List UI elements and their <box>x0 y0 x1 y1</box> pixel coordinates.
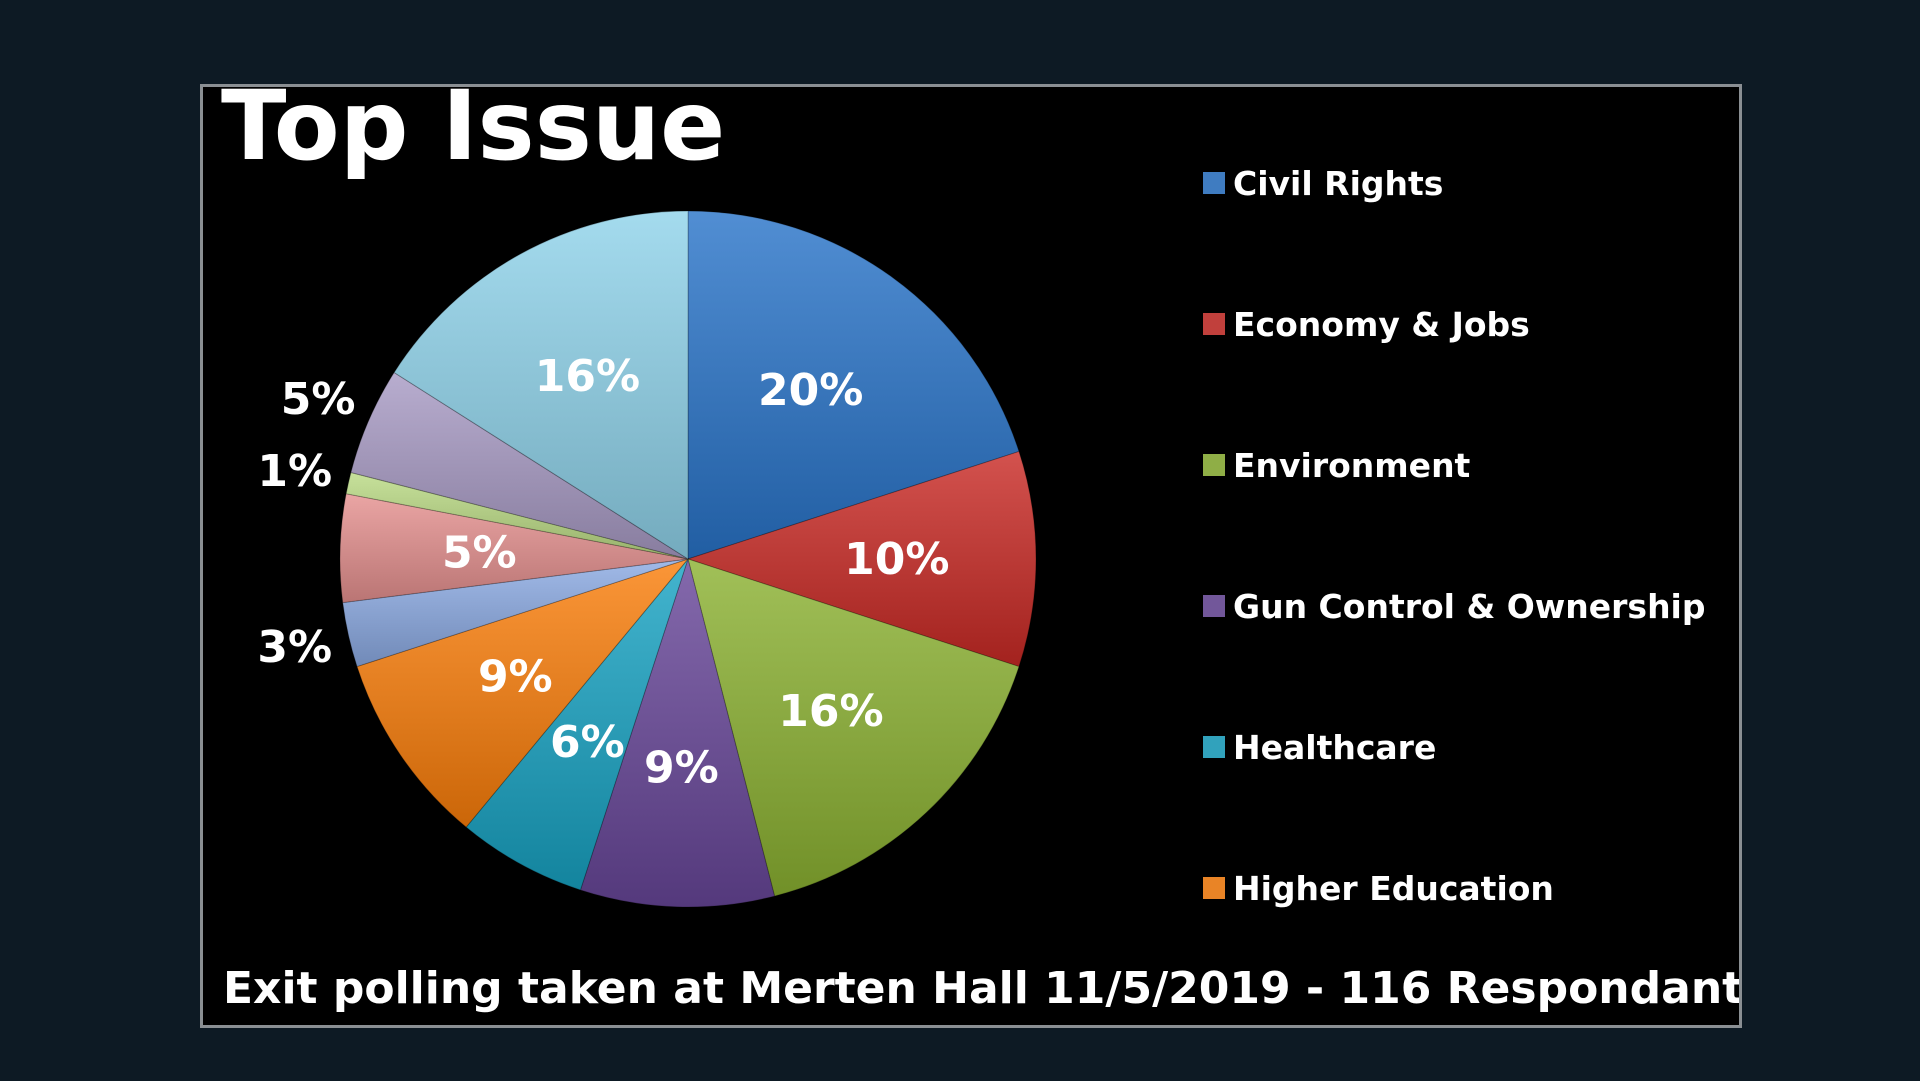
legend-label: Gun Control & Ownership <box>1233 587 1706 626</box>
pie-slice-civil-rights <box>687 210 1020 560</box>
legend-swatch <box>1203 736 1225 758</box>
slice-label-economy-and-jobs: 10% <box>844 534 949 585</box>
slice-label-higher-education: 9% <box>478 651 553 702</box>
pie-slice-unlabeled-6 <box>342 558 689 668</box>
legend-label: Economy & Jobs <box>1233 305 1530 344</box>
slice-label-civil-rights: 20% <box>758 365 863 416</box>
legend: Civil Rights Economy & Jobs Environment Gun… <box>1203 164 1706 908</box>
legend-swatch <box>1203 313 1225 335</box>
legend-label: Higher Education <box>1233 869 1554 908</box>
slice-label-healthcare: 6% <box>550 717 625 768</box>
pie-slices <box>339 210 1037 908</box>
legend-swatch <box>1203 595 1225 617</box>
chart-subtitle: Exit polling taken at Merten Hall 11/5/2… <box>223 963 1739 1014</box>
legend-label: Environment <box>1233 446 1471 485</box>
pie-slice-healthcare <box>465 558 689 891</box>
legend-swatch <box>1203 454 1225 476</box>
legend-label: Healthcare <box>1233 728 1436 767</box>
pie-chart: Top Issue 20% 10% 16% 9% 6% 9% 3% 5% 1% 5% 16% Civ… <box>221 87 1739 1014</box>
slice-label-unlabeled-10: 16% <box>535 351 640 402</box>
pie-slice-unlabeled-7 <box>339 493 689 604</box>
slice-label-unlabeled-7: 5% <box>442 527 517 578</box>
legend-label: Civil Rights <box>1233 164 1443 203</box>
chart-title: Top Issue <box>221 87 725 182</box>
pie-slice-unlabeled-9 <box>350 371 689 560</box>
legend-swatch <box>1203 172 1225 194</box>
legend-item-environment: Environment <box>1203 446 1471 485</box>
legend-item-economy-and-jobs: Economy & Jobs <box>1203 305 1530 344</box>
pie-slice-environment <box>687 558 1020 897</box>
pie-slice-unlabeled-8 <box>345 471 689 560</box>
pie-slice-unlabeled-10 <box>393 210 689 560</box>
slice-label-gun-control-and-ownership: 9% <box>644 743 719 794</box>
pie-slice-economy-and-jobs <box>686 450 1037 668</box>
slice-label-unlabeled-8: 1% <box>257 446 332 497</box>
pie-slice-gun-control-and-ownership <box>579 557 776 908</box>
legend-item-healthcare: Healthcare <box>1203 728 1436 767</box>
legend-item-gun-control-and-ownership: Gun Control & Ownership <box>1203 587 1706 626</box>
legend-item-civil-rights: Civil Rights <box>1203 164 1443 203</box>
slice-label-unlabeled-6: 3% <box>257 622 332 673</box>
pie-slice-higher-education <box>356 557 690 828</box>
legend-item-higher-education: Higher Education <box>1203 869 1554 908</box>
legend-swatch <box>1203 877 1225 899</box>
slice-labels: 20% 10% 16% 9% 6% 9% 3% 5% 1% 5% 16% <box>257 351 949 794</box>
chart-frame: Top Issue 20% 10% 16% 9% 6% 9% 3% 5% 1% 5% 16% Civ… <box>200 84 1742 1028</box>
slice-label-unlabeled-9: 5% <box>281 374 356 425</box>
slice-label-environment: 16% <box>778 686 883 737</box>
